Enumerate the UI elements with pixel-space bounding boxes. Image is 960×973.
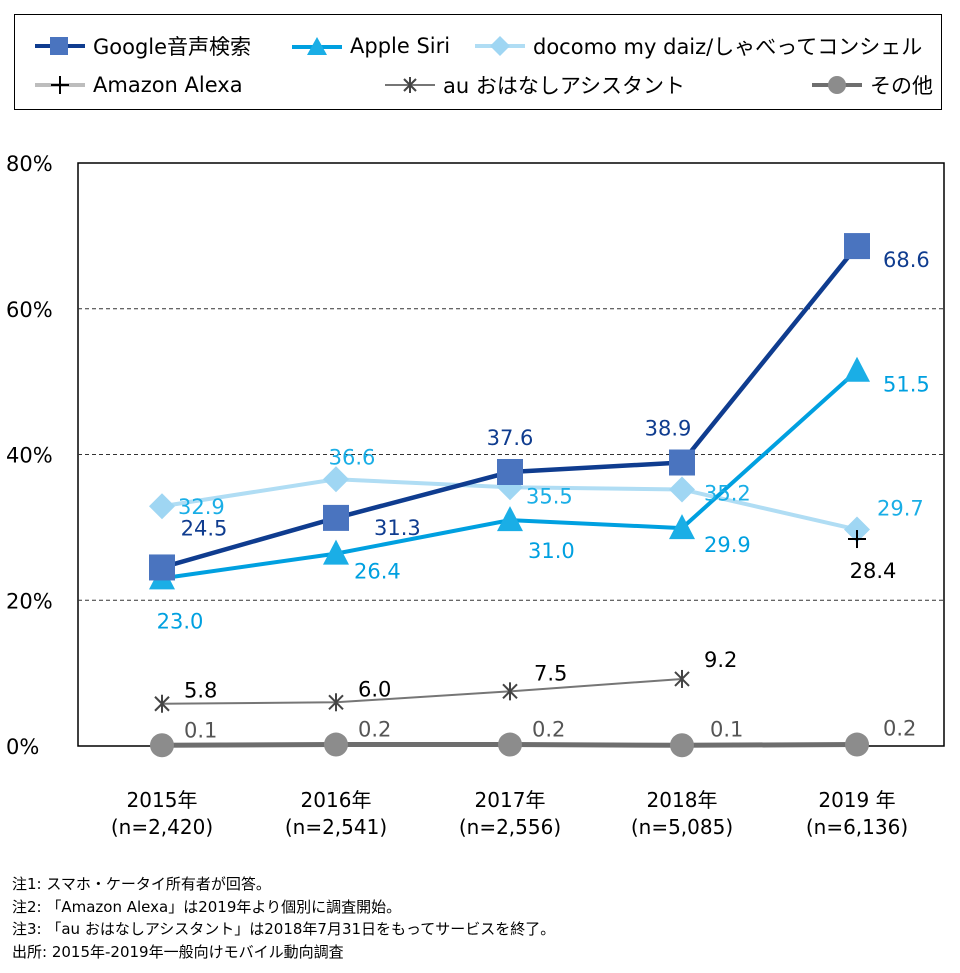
- footnote-3: 注3: 「au おはなしアシスタント」は2018年7月31日をもってサービスを終…: [12, 920, 556, 938]
- data-label-google: 31.3: [374, 516, 421, 540]
- legend-key-triangle-icon: [292, 37, 342, 55]
- footnote-2: 注2: 「Amazon Alexa」は2019年より個別に調査開始。: [12, 897, 402, 916]
- y-tick-label: 80%: [6, 152, 53, 176]
- data-point-au: [674, 669, 690, 688]
- data-point-siri: [497, 506, 523, 532]
- data-point-other: [498, 732, 522, 757]
- data-point-docomo: [844, 516, 870, 543]
- legend-label: docomo my daiz/しゃべってコンシェル: [533, 35, 923, 59]
- data-label-other: 0.2: [358, 718, 391, 742]
- data-label-siri: 29.9: [704, 533, 751, 557]
- data-label-au: 5.8: [184, 679, 217, 703]
- legend-key-asterisk-icon: [385, 77, 435, 93]
- data-label-docomo: 29.7: [877, 497, 924, 521]
- data-point-siri: [844, 356, 870, 382]
- data-label-au: 7.5: [534, 661, 567, 685]
- data-point-au: [328, 693, 344, 712]
- legend-label: au おはなしアシスタント: [443, 74, 686, 98]
- data-label-google: 24.5: [181, 516, 228, 540]
- data-label-other: 0.1: [184, 718, 217, 742]
- legend-key-square-icon: [35, 37, 85, 55]
- data-label-siri: 31.0: [528, 539, 575, 563]
- legend-label: Google音声検索: [93, 35, 252, 59]
- data-label-other: 0.2: [532, 718, 565, 742]
- data-label-alexa: 28.4: [850, 559, 897, 583]
- data-point-other: [324, 732, 348, 757]
- x-sample-size-label: (n=2,541): [285, 815, 387, 839]
- x-sample-size-label: (n=2,556): [459, 815, 561, 839]
- data-point-au: [502, 682, 518, 701]
- legend-label: その他: [870, 74, 933, 98]
- data-label-au: 9.2: [704, 648, 737, 672]
- data-label-google: 37.6: [487, 426, 534, 450]
- data-label-google: 68.6: [883, 248, 930, 272]
- data-point-other: [150, 733, 174, 758]
- data-point-other: [845, 732, 869, 757]
- data-label-docomo: 36.6: [329, 445, 376, 469]
- y-tick-label: 60%: [6, 298, 53, 322]
- x-tick-label: 2016年: [301, 788, 372, 812]
- legend-item-siri: Apple Siri: [290, 29, 450, 63]
- y-tick-label: 40%: [6, 444, 53, 468]
- data-point-google: [669, 449, 695, 476]
- data-point-google: [497, 458, 523, 485]
- y-tick-label: 0%: [6, 735, 39, 759]
- legend-key-plus-icon: [35, 76, 85, 94]
- legend-label: Apple Siri: [350, 34, 451, 58]
- data-point-alexa: [848, 530, 866, 549]
- legend-item-other: その他: [810, 68, 933, 102]
- data-label-google: 38.9: [645, 417, 692, 441]
- data-label-other: 0.2: [883, 717, 916, 741]
- legend: Google音声検索 Apple Siri docomo my daiz/しゃべ…: [14, 14, 942, 110]
- legend-item-au: au おはなしアシスタント: [383, 68, 685, 102]
- x-tick-label: 2019 年: [818, 788, 895, 812]
- data-label-other: 0.1: [710, 717, 743, 741]
- footnotes: 注1: スマホ・ケータイ所有者が回答。 注2: 「Amazon Alexa」は2…: [12, 873, 555, 963]
- data-label-docomo: 35.5: [526, 484, 573, 508]
- x-sample-size-label: (n=2,420): [111, 815, 213, 839]
- data-point-docomo: [149, 493, 175, 520]
- data-label-siri: 51.5: [883, 373, 930, 397]
- y-tick-label: 20%: [6, 589, 53, 613]
- data-point-other: [670, 733, 694, 758]
- x-tick-label: 2015年: [127, 788, 198, 812]
- footnote-1: 注1: スマホ・ケータイ所有者が回答。: [12, 875, 271, 893]
- data-point-siri: [669, 514, 695, 540]
- data-point-docomo: [323, 466, 349, 493]
- data-point-google: [323, 504, 349, 531]
- data-point-docomo: [669, 476, 695, 503]
- legend-key-circle-icon: [812, 76, 862, 94]
- data-point-au: [154, 694, 170, 713]
- source-note: 出所: 2015年-2019年一般向けモバイル動向調査: [12, 942, 344, 961]
- data-label-siri: 23.0: [157, 609, 204, 633]
- data-point-siri: [323, 539, 349, 565]
- data-label-au: 6.0: [358, 677, 391, 701]
- x-sample-size-label: (n=6,136): [806, 815, 908, 839]
- legend-label: Amazon Alexa: [93, 73, 243, 97]
- data-label-docomo: 35.2: [704, 481, 751, 505]
- series-line-au: [161, 677, 683, 705]
- data-point-google: [844, 233, 870, 260]
- x-tick-label: 2018年: [647, 788, 718, 812]
- data-label-siri: 26.4: [354, 560, 401, 584]
- legend-item-google: Google音声検索: [33, 29, 251, 63]
- x-sample-size-label: (n=5,085): [631, 815, 733, 839]
- legend-key-diamond-icon: [475, 36, 525, 56]
- legend-item-alexa: Amazon Alexa: [33, 68, 243, 102]
- x-tick-label: 2017年: [475, 788, 546, 812]
- data-point-google: [149, 554, 175, 581]
- data-label-docomo: 32.9: [178, 495, 225, 519]
- legend-item-docomo: docomo my daiz/しゃべってコンシェル: [473, 29, 922, 63]
